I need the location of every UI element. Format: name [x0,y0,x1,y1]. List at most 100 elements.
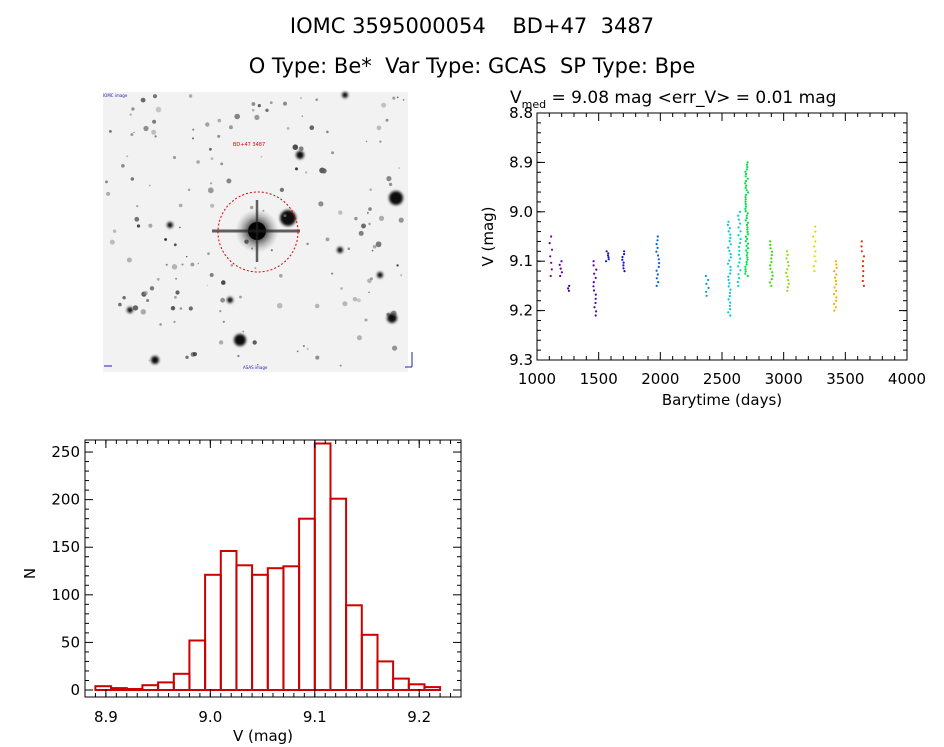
light-curve-point [814,230,817,233]
sky-star [196,160,200,164]
sky-star [209,273,214,277]
sky-star [181,263,184,266]
light-curve-point [744,186,747,189]
light-curve-point [861,279,864,283]
light-curve-point [786,253,789,256]
light-curve-point [727,278,730,281]
sky-star [173,243,177,247]
light-curve-point [744,203,747,206]
light-curve-point [744,272,747,275]
light-curve-point [739,269,742,272]
light-curve-point [593,306,596,309]
sky-star [136,224,141,228]
light-curve-point [727,220,730,223]
sky-star [188,306,193,311]
light-curve-point [813,245,816,248]
sky-star [164,238,168,241]
light-curve-point [592,281,595,284]
histogram-y-tick-label: 150 [51,538,80,556]
histogram-bar [235,564,254,691]
sky-star [178,203,183,208]
light-curve-y-label: V (mag) [479,206,497,266]
light-curve-x-tick-label: 2500 [703,370,741,388]
sky-star [279,187,284,192]
light-curve-point [744,219,747,222]
light-curve-point [655,243,658,246]
light-curve-chart: Vmed = 9.08 mag <err_V> = 0.01 mag 1000 1… [479,88,926,409]
light-curve-point [860,245,863,248]
light-curve-point [770,254,773,257]
sky-star [151,129,157,135]
sky-star [257,364,259,366]
sky-image-stars [105,92,405,367]
light-curve-point [814,240,817,243]
histogram-y-tick-label: 50 [61,633,80,651]
light-curve-point [736,280,739,284]
light-curve-point [745,261,748,264]
light-curve-point [594,293,597,296]
sky-star [301,115,303,117]
light-curve-point [737,226,740,229]
sky-star [389,191,403,205]
target-star [212,200,300,262]
histogram-bar [298,517,316,692]
sky-star [151,356,159,364]
light-curve-point [744,200,747,203]
light-curve-point [861,265,865,268]
light-curve-point [747,191,750,194]
sky-star [148,359,151,362]
sky-star [269,101,273,104]
sky-star [377,272,383,278]
light-curve-point [560,260,563,263]
sky-star [140,97,146,103]
target-aperture-circle [217,191,299,273]
light-curve-points [548,161,866,317]
light-curve-point [746,230,749,234]
sky-star [251,102,256,106]
light-curve-point [622,261,625,264]
light-curve-point [657,254,660,257]
light-curve-point [594,314,597,317]
sky-star [134,216,140,222]
sky-star [197,262,200,265]
sky-star [217,134,221,138]
sky-star [365,140,368,143]
histogram-bar [141,684,160,692]
light-curve-point [746,274,749,278]
sky-star [391,310,397,316]
sky-star [283,101,287,106]
sky-star [156,277,160,281]
sky-star [306,242,309,246]
light-curve-point [860,250,864,253]
light-curve-point [737,253,741,256]
sky-star [140,309,146,315]
light-curve-point [812,265,815,268]
chart-title: IOMC 3595000054 BD+47 3487 [289,14,655,38]
light-curve-point [746,258,749,261]
light-curve-point [728,259,731,262]
light-curve-point [745,217,748,220]
sky-star [127,307,133,313]
sky-star [315,98,318,101]
sky-star [165,263,168,266]
sky-star [172,155,177,160]
light-curve-point [737,245,741,248]
sky-star [210,157,214,161]
sky-star [154,135,157,138]
sky-star [367,278,372,284]
light-curve-point [738,249,741,252]
light-curve-point [744,175,747,178]
light-curve-point [559,274,562,278]
sky-star [230,264,234,267]
sky-star [325,237,330,242]
light-curve-point [737,218,741,221]
light-curve-point [567,287,570,290]
light-curve-point [728,291,732,294]
sky-star [381,102,387,108]
histogram-bar [251,573,269,691]
light-curve-x-tick-label: 4000 [888,370,926,388]
sky-star [185,355,189,359]
light-curve-point [814,260,817,263]
light-curve-point [833,270,836,273]
light-curve-point [744,210,747,213]
